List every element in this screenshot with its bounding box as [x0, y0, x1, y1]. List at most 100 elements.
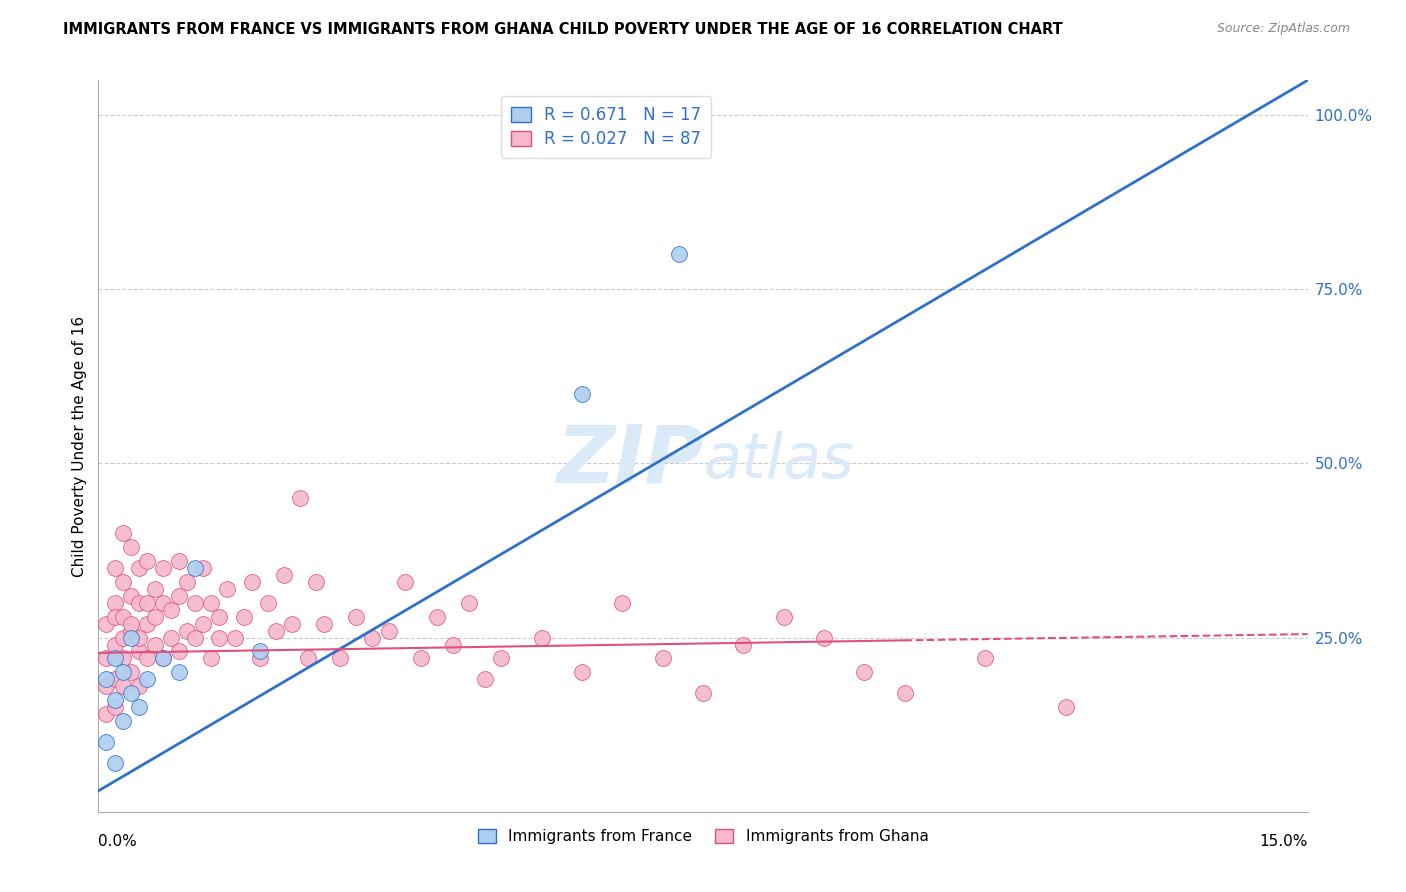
Point [143, 582, 166, 596]
Point [305, 574, 328, 589]
Point [264, 624, 287, 638]
Point [184, 561, 207, 575]
Point [208, 631, 231, 645]
Point [651, 651, 673, 665]
Point [813, 631, 835, 645]
Point [128, 561, 150, 575]
Point [111, 526, 134, 541]
Text: 15.0%: 15.0% [1260, 834, 1308, 849]
Point [474, 673, 496, 687]
Point [772, 609, 794, 624]
Point [256, 596, 278, 610]
Point [1054, 700, 1077, 714]
Point [111, 651, 134, 665]
Point [103, 638, 125, 652]
Point [128, 644, 150, 658]
Point [853, 665, 876, 680]
Point [152, 651, 174, 665]
Point [692, 686, 714, 700]
Point [103, 609, 125, 624]
Point [96, 651, 118, 665]
Point [128, 700, 150, 714]
Point [152, 561, 174, 575]
Legend: Immigrants from France, Immigrants from Ghana: Immigrants from France, Immigrants from … [470, 822, 936, 852]
Point [120, 624, 142, 638]
Point [160, 603, 183, 617]
Point [96, 679, 118, 693]
Point [167, 665, 190, 680]
Point [441, 638, 464, 652]
Point [249, 651, 271, 665]
Point [103, 673, 125, 687]
Text: atlas: atlas [703, 431, 853, 491]
Point [120, 589, 142, 603]
Point [128, 631, 150, 645]
Point [135, 554, 157, 568]
Point [314, 616, 336, 631]
Point [167, 554, 190, 568]
Point [143, 638, 166, 652]
Point [893, 686, 915, 700]
Point [184, 631, 207, 645]
Point [240, 574, 263, 589]
Point [176, 624, 198, 638]
Point [96, 735, 118, 749]
Point [344, 609, 367, 624]
Point [160, 631, 183, 645]
Point [111, 679, 134, 693]
Y-axis label: Child Poverty Under the Age of 16: Child Poverty Under the Age of 16 [72, 316, 87, 576]
Text: ZIP: ZIP [555, 422, 703, 500]
Point [200, 596, 222, 610]
Point [111, 631, 134, 645]
Point [167, 589, 190, 603]
Point [176, 574, 198, 589]
Point [120, 616, 142, 631]
Point [152, 596, 174, 610]
Text: Source: ZipAtlas.com: Source: ZipAtlas.com [1216, 22, 1350, 36]
Point [193, 561, 215, 575]
Point [120, 631, 142, 645]
Point [111, 665, 134, 680]
Point [377, 624, 399, 638]
Point [135, 673, 157, 687]
Point [409, 651, 432, 665]
Point [217, 582, 239, 596]
Point [297, 651, 319, 665]
Point [103, 596, 125, 610]
Point [733, 638, 755, 652]
Point [668, 247, 690, 261]
Point [135, 651, 157, 665]
Point [329, 651, 352, 665]
Point [103, 561, 125, 575]
Point [361, 631, 384, 645]
Point [273, 567, 295, 582]
Point [103, 651, 125, 665]
Point [224, 631, 246, 645]
Point [974, 651, 997, 665]
Point [111, 574, 134, 589]
Point [111, 714, 134, 728]
Point [120, 540, 142, 554]
Point [143, 609, 166, 624]
Point [612, 596, 634, 610]
Point [281, 616, 304, 631]
Point [426, 609, 449, 624]
Point [249, 644, 271, 658]
Point [288, 491, 311, 506]
Point [193, 616, 215, 631]
Point [208, 609, 231, 624]
Point [96, 707, 118, 722]
Point [103, 700, 125, 714]
Point [120, 686, 142, 700]
Point [96, 616, 118, 631]
Point [152, 651, 174, 665]
Point [128, 679, 150, 693]
Point [167, 644, 190, 658]
Point [200, 651, 222, 665]
Point [491, 651, 513, 665]
Point [530, 631, 553, 645]
Point [135, 616, 157, 631]
Point [111, 609, 134, 624]
Point [128, 596, 150, 610]
Point [232, 609, 254, 624]
